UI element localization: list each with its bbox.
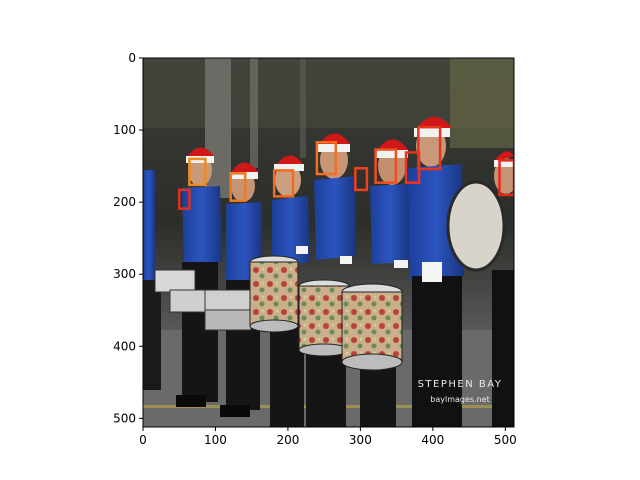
axes-frame — [142, 57, 515, 428]
detection-box-5 — [315, 141, 337, 176]
x-tick-label: 500 — [494, 433, 517, 447]
x-axis: 0 100 200 300 400 500 — [139, 427, 517, 447]
detection-box-3 — [229, 172, 247, 202]
watermark-title: STEPHEN BAY — [418, 379, 503, 390]
detection-box-10 — [498, 159, 514, 197]
detection-box-9 — [417, 125, 442, 171]
x-tick-label: 300 — [349, 433, 372, 447]
y-tick-label: 400 — [113, 339, 136, 353]
y-axis: 0 100 200 300 400 500 — [113, 51, 143, 425]
detection-box-6 — [354, 167, 369, 192]
y-tick-label: 100 — [113, 123, 136, 137]
detection-boxes — [177, 125, 514, 210]
detection-box-2 — [188, 157, 207, 187]
photo: STEPHEN BAY baylmages.net — [143, 58, 514, 427]
detection-box-7 — [374, 148, 398, 184]
x-tick-label: 100 — [204, 433, 227, 447]
x-tick-label: 200 — [276, 433, 299, 447]
marchers — [143, 116, 514, 427]
drums — [154, 246, 442, 371]
y-tick-label: 0 — [128, 51, 136, 65]
watermark-url: baylmages.net — [430, 395, 489, 404]
detection-box-1 — [177, 188, 191, 210]
y-tick-label: 200 — [113, 195, 136, 209]
y-tick-label: 500 — [113, 411, 136, 425]
x-tick-label: 0 — [139, 433, 147, 447]
detection-box-4 — [272, 169, 295, 198]
x-tick-label: 400 — [421, 433, 444, 447]
y-tick-label: 300 — [113, 267, 136, 281]
